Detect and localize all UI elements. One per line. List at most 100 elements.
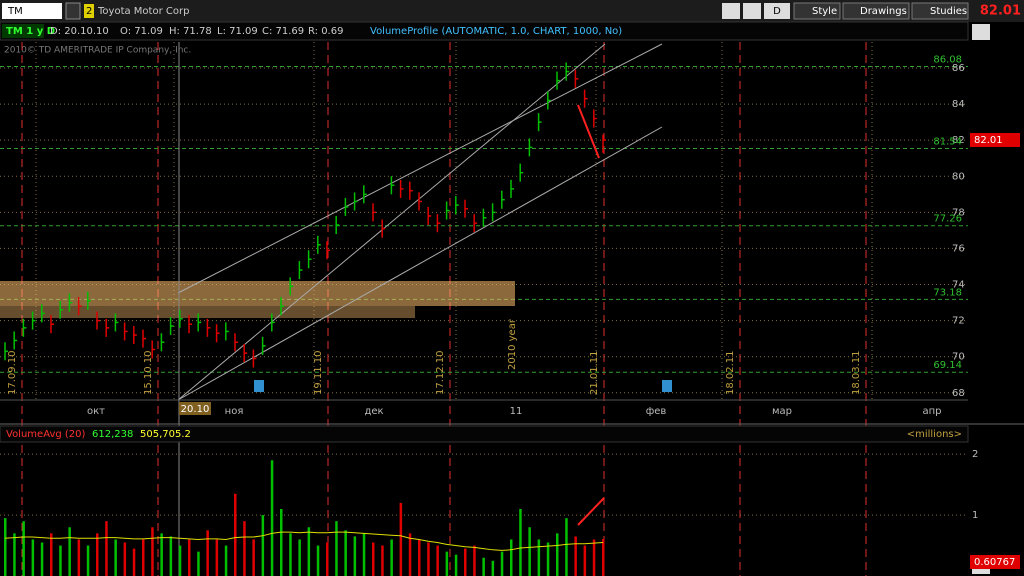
header-field: D: 20.10.10 (50, 26, 109, 37)
style-button[interactable] (793, 2, 841, 20)
volume-bar (31, 539, 35, 576)
volume-bar (123, 542, 127, 576)
volume-bar (188, 539, 191, 576)
month-label: дек (364, 406, 383, 417)
y-tick-label: 86 (952, 63, 965, 74)
volume-bar (270, 460, 274, 576)
drawings-button[interactable] (842, 2, 910, 20)
period: D (773, 6, 781, 17)
volume-bar (13, 533, 16, 576)
volume-bar (234, 493, 237, 576)
volume-bar (77, 539, 81, 576)
studies-button[interactable] (911, 2, 969, 20)
date-marker-label: 19.11.10 (313, 350, 324, 395)
symbol-dropdown[interactable] (65, 2, 81, 20)
volume-bar (602, 538, 605, 576)
header-field: R: 0.69 (308, 26, 343, 37)
volume-header (0, 425, 969, 443)
level-label: 86.08 (933, 55, 962, 66)
y-tick-label: 72 (952, 316, 965, 327)
header-field: O: 71.09 (120, 26, 163, 37)
volume-bar (390, 539, 393, 576)
volume-bar (132, 548, 136, 576)
volume-bar (307, 527, 311, 576)
last-price: 82.01 (980, 4, 1021, 19)
y-tick-label: 2 (972, 449, 978, 460)
cursor-date: 20.10 (181, 404, 210, 415)
volume-bar (353, 536, 357, 576)
volume-bar (510, 539, 513, 576)
volume-bar (500, 551, 504, 576)
volume-bar (454, 554, 458, 576)
company-name: Toyota Motor Corp (97, 6, 189, 17)
cursor-date-box (179, 402, 211, 415)
volume-bar (344, 530, 347, 576)
symbol-box[interactable] (2, 3, 62, 19)
volume-bar (142, 539, 145, 576)
chart-label: TM 1 y D (6, 26, 55, 37)
volume-bar (583, 545, 587, 576)
volume-bar (473, 545, 476, 576)
volume-bar (362, 533, 366, 576)
period-button[interactable] (764, 3, 790, 19)
last-price-label: 82.01 (974, 135, 1003, 146)
volume-bar (546, 542, 550, 576)
event-icon[interactable] (662, 380, 672, 392)
volume-bar (289, 533, 292, 576)
y-tick-label: 68 (952, 388, 965, 399)
tool-icon[interactable] (743, 3, 761, 19)
volume-bar (335, 521, 338, 576)
volume-bar (68, 527, 71, 576)
settings-icon[interactable] (972, 24, 990, 40)
annotation-line (577, 104, 600, 159)
volume-bar (59, 545, 62, 576)
volume-bar (482, 557, 485, 576)
volume-bar (197, 551, 200, 576)
volume-profile (0, 306, 415, 318)
date-marker-label: 15.10.10 (143, 350, 154, 395)
month-label: фев (646, 406, 667, 417)
event-icon[interactable] (254, 380, 264, 392)
button-label: Drawings (860, 6, 907, 17)
volume-bar (40, 542, 44, 576)
volume-bar (224, 545, 228, 576)
y-tick-label: 74 (952, 280, 965, 291)
month-label: мар (772, 406, 792, 417)
date-marker-label: 17.12.10 (435, 350, 446, 395)
volume-bar (418, 539, 421, 576)
volume-bar (22, 521, 25, 576)
header-field: C: 71.69 (262, 26, 304, 37)
volume-bar (215, 539, 219, 576)
last-volume-label: 0.60767 (974, 557, 1015, 568)
volume-bar (261, 515, 265, 576)
volume-bar (326, 542, 329, 576)
volume-bar (427, 542, 430, 576)
volume-bar (519, 509, 522, 576)
volume-bar (151, 527, 154, 576)
link-box[interactable] (84, 4, 94, 18)
volume-bar (381, 545, 384, 576)
volume-title: VolumeAvg (20) (6, 429, 86, 440)
study-label: VolumeProfile (AUTOMATIC, 1.0, CHART, 10… (370, 26, 622, 37)
date-marker-label: 21.01.11 (589, 350, 600, 395)
button-label: Studies (930, 6, 967, 17)
date-marker-label: 18.02.11 (725, 350, 736, 395)
channel-line (177, 43, 663, 294)
channel-line (177, 43, 606, 401)
volume-bar (556, 533, 559, 576)
y-tick-label: 78 (952, 207, 965, 218)
volume-profile (0, 281, 515, 306)
level-label: 73.18 (933, 287, 962, 298)
month-label: апр (922, 406, 941, 417)
chart-label-box (2, 24, 44, 38)
volume-bar (574, 536, 577, 576)
tool-icon[interactable] (722, 3, 740, 19)
header-field: H: 71.78 (169, 26, 212, 37)
volume-bar (399, 502, 403, 576)
volume-stat: 612,238 (92, 429, 133, 440)
link-number: 2 (86, 6, 92, 17)
volume-bar (169, 536, 173, 576)
volume-bar (298, 539, 301, 576)
volume-bar (491, 560, 495, 576)
